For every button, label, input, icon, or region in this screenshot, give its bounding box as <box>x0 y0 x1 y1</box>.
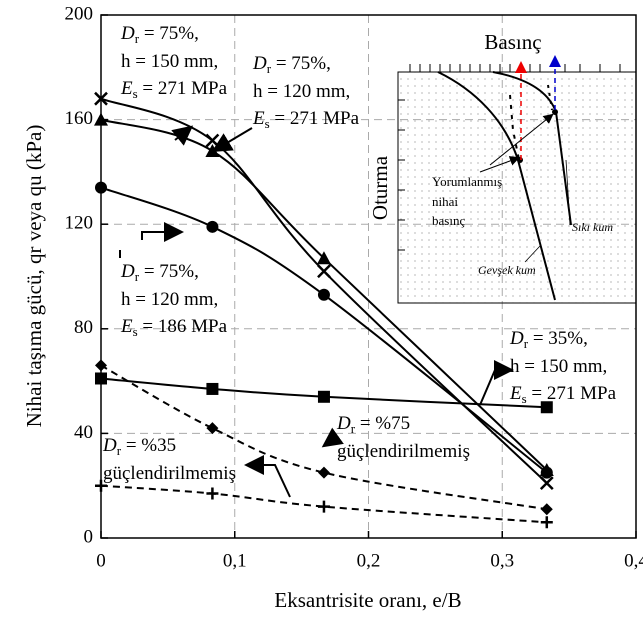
annotation: Dr = 75%, <box>120 261 199 284</box>
x-tick-label: 0,4 <box>624 550 643 571</box>
inset-note: Yorumlanmış <box>432 174 502 189</box>
series-line <box>100 118 548 471</box>
marker <box>205 143 220 157</box>
series-line <box>100 377 547 409</box>
marker <box>94 112 108 126</box>
annotation: h = 120 mm, <box>253 81 350 102</box>
annotation: Dr = %75 <box>336 413 410 436</box>
x-tick-label: 0,3 <box>490 550 514 571</box>
inset-note: basınç <box>432 213 465 228</box>
y-tick-label: 160 <box>65 108 94 129</box>
x-tick-label: 0,2 <box>357 550 381 571</box>
inset-y-label: Oturma <box>368 155 392 220</box>
marker <box>540 516 553 529</box>
y-tick-label: 200 <box>65 3 94 24</box>
y-tick-label: 40 <box>74 422 93 443</box>
series-line <box>100 186 548 474</box>
loose-label: Gevşek kum <box>478 263 536 277</box>
loose-dash <box>509 94 520 161</box>
annotation: Es = 271 MPa <box>509 383 617 406</box>
marker <box>317 264 331 279</box>
marker <box>317 390 330 403</box>
y-tick-label: 80 <box>74 317 93 338</box>
y-tick-label: 0 <box>84 526 94 547</box>
inset-ticks <box>398 64 621 251</box>
y-tick-label: 120 <box>65 213 94 234</box>
marker <box>206 382 219 395</box>
leader <box>565 159 571 226</box>
annotation: Es = 271 MPa <box>252 108 360 131</box>
note-arrow <box>489 113 554 166</box>
inset-note: nihai <box>432 194 458 209</box>
annotation: Es = 271 MPa <box>120 78 228 101</box>
annotation: h = 150 mm, <box>510 356 607 377</box>
inset-frame <box>397 71 637 304</box>
marker <box>95 372 107 385</box>
marker <box>317 288 330 301</box>
x-tick-label: 0,1 <box>223 550 247 571</box>
point <box>552 109 558 115</box>
series-line <box>100 364 547 511</box>
marker <box>317 500 330 513</box>
marker <box>540 466 553 479</box>
marker <box>205 133 220 148</box>
marker <box>95 181 107 194</box>
annotation: Dr = 75%, <box>252 53 331 76</box>
annotation: h = 120 mm, <box>121 289 218 310</box>
marker <box>206 220 219 233</box>
series-line <box>100 484 547 524</box>
plot-frame <box>100 14 637 539</box>
inset: Basınç Oturma Yorumlanmış nihai basınç S… <box>368 30 637 304</box>
annotation: Es = 186 MPa <box>120 316 228 339</box>
marker <box>95 479 107 492</box>
x-tick-label: 0 <box>96 550 106 571</box>
note-arrow <box>479 156 520 173</box>
annotation: Dr = %35 <box>102 435 176 458</box>
y-axis-label: Nihai taşıma gücü, qr veya qu (kPa) <box>22 125 46 428</box>
x-axis-label: Eksantrisite oranı, e/B <box>274 588 461 612</box>
loose-curve <box>437 71 556 301</box>
inset-title: Basınç <box>484 30 541 54</box>
marker <box>540 503 553 516</box>
marker <box>317 466 330 479</box>
annotation: Dr = 35%, <box>509 328 588 351</box>
marker <box>540 401 553 414</box>
annotation: güçlendirilmemiş <box>337 441 470 462</box>
annotation-arrows <box>119 125 514 498</box>
marker <box>539 476 554 490</box>
marker <box>206 487 219 500</box>
annotation: Dr = 75%, <box>120 23 199 46</box>
leader <box>524 245 541 263</box>
marker <box>95 359 107 372</box>
marker <box>316 251 331 265</box>
annotation: güçlendirilmemiş <box>103 463 236 484</box>
marker <box>94 91 108 106</box>
annotation: h = 150 mm, <box>121 51 218 72</box>
marker <box>206 422 219 435</box>
dense-label: Sıkı kum <box>572 220 613 234</box>
